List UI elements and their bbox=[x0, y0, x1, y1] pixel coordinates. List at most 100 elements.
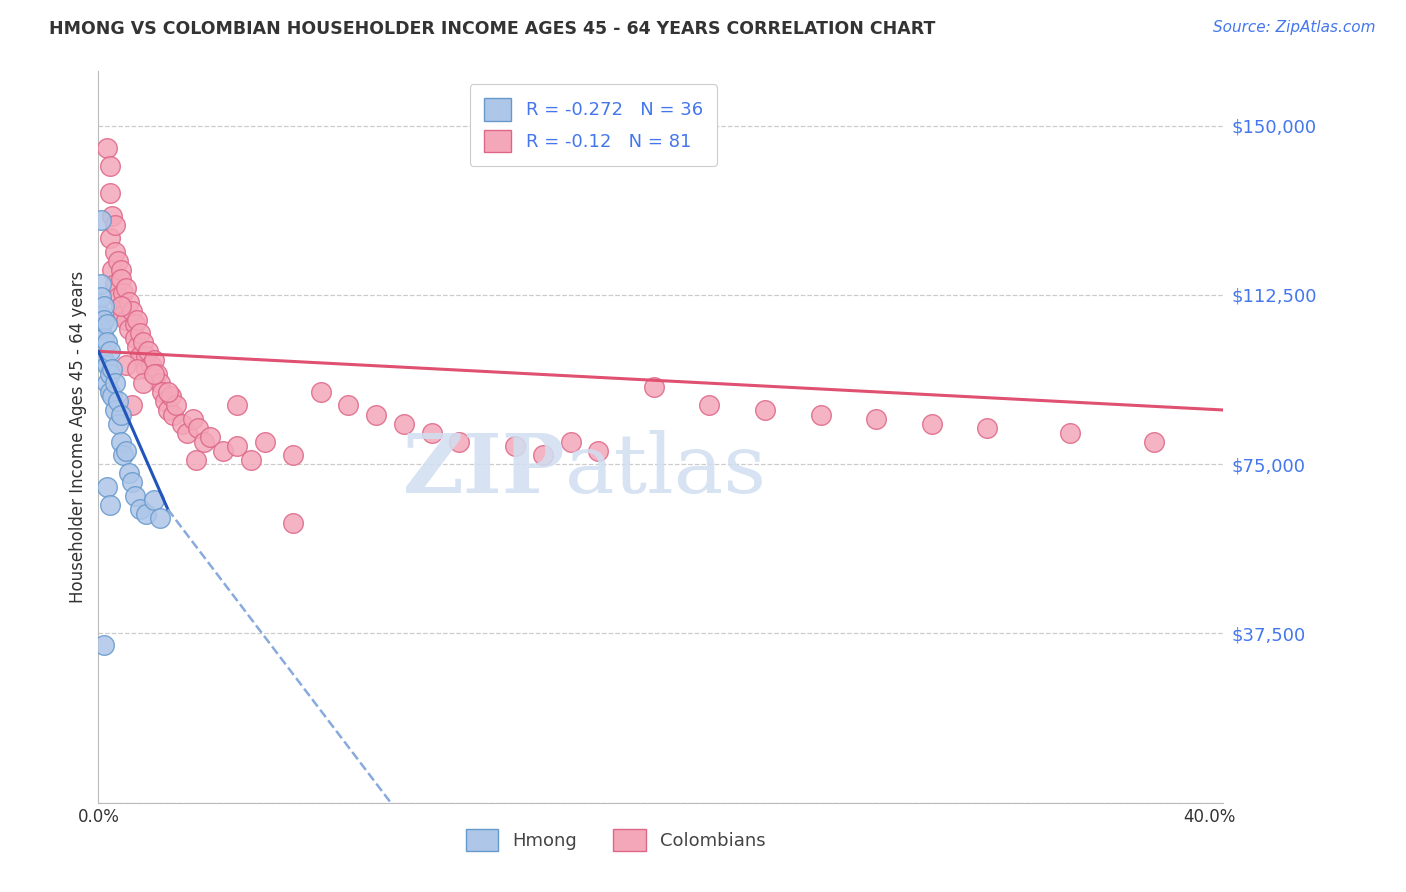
Point bbox=[104, 277, 127, 291]
Point bbox=[98, 186, 121, 201]
Point bbox=[124, 331, 146, 345]
Point bbox=[1059, 425, 1081, 440]
Point bbox=[138, 344, 160, 359]
Point bbox=[156, 384, 179, 399]
Point bbox=[90, 277, 112, 291]
Point bbox=[90, 322, 112, 336]
Point bbox=[129, 502, 152, 516]
Point bbox=[143, 367, 166, 381]
Point bbox=[124, 317, 146, 331]
Point bbox=[420, 425, 443, 440]
Point bbox=[449, 434, 471, 449]
Text: HMONG VS COLOMBIAN HOUSEHOLDER INCOME AGES 45 - 64 YEARS CORRELATION CHART: HMONG VS COLOMBIAN HOUSEHOLDER INCOME AG… bbox=[49, 20, 935, 37]
Point bbox=[254, 434, 277, 449]
Point bbox=[281, 516, 304, 530]
Point bbox=[115, 358, 138, 372]
Point bbox=[184, 452, 207, 467]
Point bbox=[176, 425, 198, 440]
Point bbox=[96, 335, 118, 350]
Point bbox=[127, 340, 149, 354]
Point bbox=[240, 452, 263, 467]
Point bbox=[531, 448, 554, 462]
Point bbox=[503, 439, 526, 453]
Point bbox=[107, 417, 129, 431]
Point bbox=[132, 335, 155, 350]
Point bbox=[90, 213, 112, 227]
Point bbox=[98, 384, 121, 399]
Legend: Hmong, Colombians: Hmong, Colombians bbox=[453, 816, 779, 863]
Point bbox=[112, 448, 135, 462]
Point bbox=[93, 353, 115, 368]
Point bbox=[98, 344, 121, 359]
Point bbox=[104, 376, 127, 390]
Point bbox=[112, 308, 135, 322]
Point bbox=[93, 312, 115, 326]
Point bbox=[643, 380, 665, 394]
Point bbox=[110, 299, 132, 313]
Point bbox=[366, 408, 388, 422]
Point bbox=[93, 331, 115, 345]
Point bbox=[90, 290, 112, 304]
Point bbox=[560, 434, 582, 449]
Point bbox=[107, 290, 129, 304]
Point bbox=[337, 399, 360, 413]
Point bbox=[118, 322, 141, 336]
Point bbox=[198, 430, 221, 444]
Point bbox=[96, 480, 118, 494]
Point bbox=[976, 421, 998, 435]
Point bbox=[129, 326, 152, 341]
Point bbox=[181, 412, 204, 426]
Point bbox=[187, 421, 209, 435]
Point bbox=[101, 362, 124, 376]
Point bbox=[127, 362, 149, 376]
Point bbox=[104, 218, 127, 232]
Point bbox=[156, 403, 179, 417]
Point bbox=[193, 434, 215, 449]
Point bbox=[101, 389, 124, 403]
Point bbox=[121, 399, 143, 413]
Point bbox=[110, 299, 132, 313]
Point bbox=[115, 312, 138, 326]
Point bbox=[226, 399, 249, 413]
Point bbox=[754, 403, 776, 417]
Point bbox=[281, 448, 304, 462]
Point bbox=[98, 231, 121, 245]
Point bbox=[699, 399, 721, 413]
Point bbox=[135, 507, 157, 521]
Text: ZIP: ZIP bbox=[402, 430, 565, 510]
Point bbox=[129, 349, 152, 363]
Point bbox=[104, 244, 127, 259]
Point bbox=[110, 263, 132, 277]
Point bbox=[112, 285, 135, 300]
Point bbox=[153, 394, 176, 409]
Text: Source: ZipAtlas.com: Source: ZipAtlas.com bbox=[1212, 20, 1375, 35]
Point bbox=[921, 417, 943, 431]
Point bbox=[90, 308, 112, 322]
Point bbox=[132, 376, 155, 390]
Point bbox=[118, 294, 141, 309]
Point bbox=[159, 389, 181, 403]
Point bbox=[212, 443, 235, 458]
Point bbox=[98, 498, 121, 512]
Y-axis label: Householder Income Ages 45 - 64 years: Householder Income Ages 45 - 64 years bbox=[69, 271, 87, 603]
Point bbox=[148, 511, 170, 525]
Point bbox=[135, 362, 157, 376]
Point bbox=[96, 317, 118, 331]
Point bbox=[121, 303, 143, 318]
Point bbox=[162, 408, 184, 422]
Point bbox=[135, 349, 157, 363]
Point bbox=[96, 376, 118, 390]
Point bbox=[96, 141, 118, 155]
Point bbox=[98, 159, 121, 173]
Point bbox=[141, 358, 163, 372]
Point bbox=[226, 439, 249, 453]
Point bbox=[101, 263, 124, 277]
Point bbox=[148, 376, 170, 390]
Point bbox=[150, 384, 173, 399]
Point bbox=[93, 299, 115, 313]
Point bbox=[588, 443, 610, 458]
Point bbox=[115, 281, 138, 295]
Point bbox=[309, 384, 332, 399]
Point bbox=[143, 353, 166, 368]
Point bbox=[110, 434, 132, 449]
